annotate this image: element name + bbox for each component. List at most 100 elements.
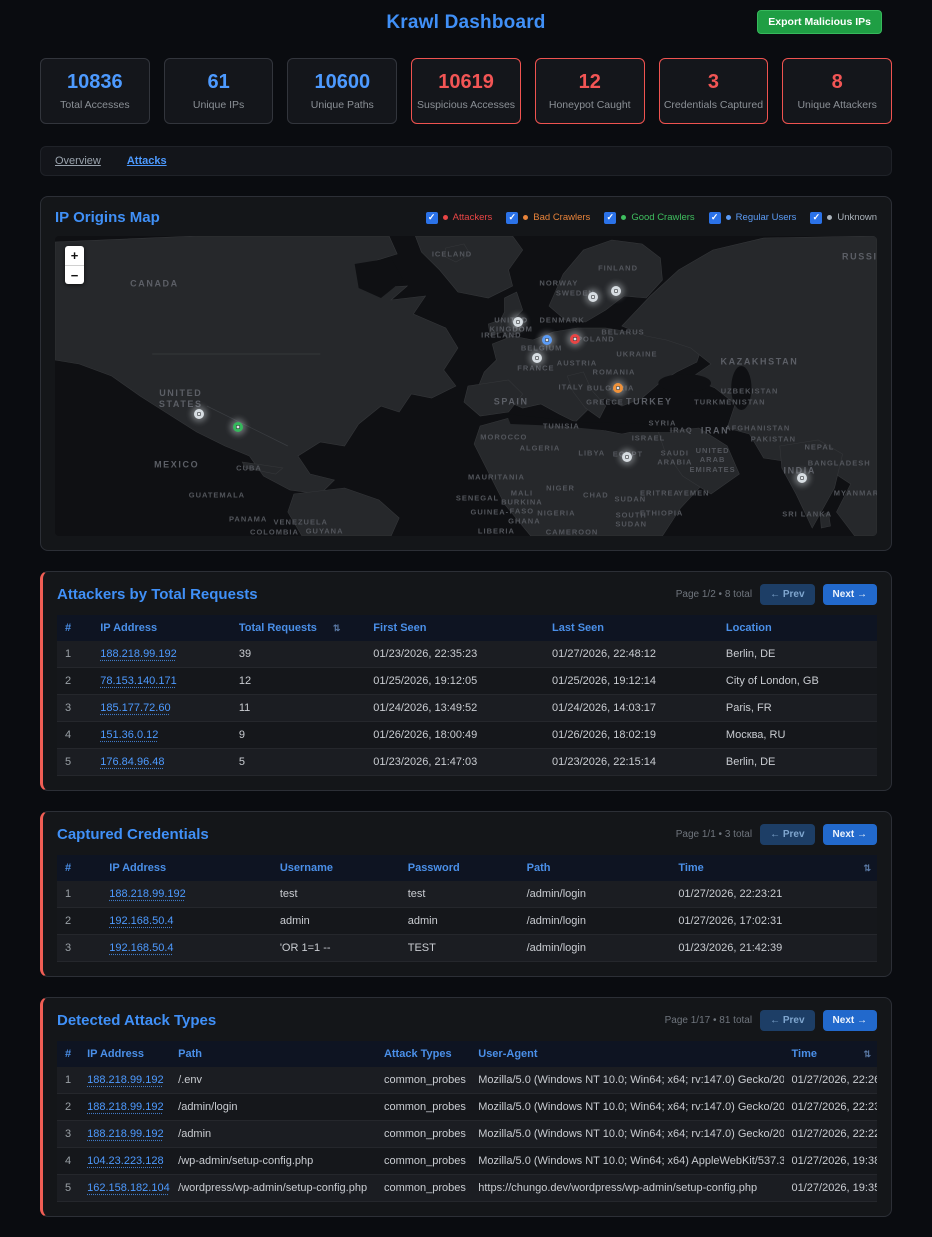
ip-address-link[interactable]: 176.84.96.48 (92, 748, 231, 776)
column-header[interactable]: # (57, 615, 93, 641)
legend-checkbox-icon[interactable] (425, 211, 438, 224)
column-header[interactable]: IP Address (101, 855, 272, 881)
ip-origins-map-panel: IP Origins Map Attackers Bad Crawlers (40, 196, 892, 551)
column-header[interactable]: Password (399, 855, 519, 881)
map-marker[interactable] (587, 291, 598, 302)
ip-address-link[interactable]: 185.177.72.60 (92, 694, 231, 722)
table-row: 4 151.36.0.12 9 01/26/2026, 18:00:49 01/… (57, 721, 877, 749)
legend-label: Regular Users (735, 212, 797, 223)
map-marker[interactable] (512, 317, 523, 328)
ip-address-link[interactable]: 78.153.140.171 (92, 667, 231, 695)
map-marker[interactable] (531, 353, 542, 364)
ip-address-link[interactable]: 188.218.99.192 (79, 1120, 171, 1148)
column-header[interactable]: Total Requests (230, 615, 366, 641)
world-map[interactable]: CANADA UNITED STATES MEXICO CUBA GUATEMA… (55, 236, 877, 536)
legend-label: Good Crawlers (631, 212, 695, 223)
legend-label: Bad Crawlers (533, 212, 591, 223)
map-zoom-out-button[interactable]: − (65, 265, 84, 284)
attack-types-next-button[interactable]: Next → (822, 1010, 877, 1031)
first-seen-cell: 01/23/2026, 22:35:23 (365, 641, 545, 668)
map-marker[interactable] (613, 383, 624, 394)
ip-address-link[interactable]: 192.168.50.4 (101, 907, 272, 935)
attackers-panel: Attackers by Total Requests Page 1/2 • 8… (40, 571, 892, 791)
column-header[interactable]: IP Address (79, 1041, 171, 1067)
row-index: 4 (57, 1147, 80, 1175)
path-cell: /admin/login (170, 1093, 376, 1121)
map-marker[interactable] (797, 473, 808, 484)
ip-address-link[interactable]: 151.36.0.12 (92, 721, 231, 749)
table-row: 3 185.177.72.60 11 01/24/2026, 13:49:52 … (57, 694, 877, 722)
user-agent-cell: Mozilla/5.0 (Windows NT 10.0; Win64; x64… (470, 1093, 784, 1121)
column-header[interactable]: Path (518, 855, 671, 881)
legend-dot-icon (725, 215, 731, 220)
column-header[interactable]: Last Seen (544, 615, 718, 641)
attack-type-cell: common_probes (375, 1174, 471, 1202)
legend-checkbox-icon[interactable] (810, 211, 823, 224)
map-marker[interactable] (193, 408, 204, 419)
credentials-next-button[interactable]: Next → (822, 824, 877, 845)
sort-icon[interactable] (863, 863, 871, 874)
column-header[interactable]: User-Agent (470, 1041, 784, 1067)
column-header[interactable]: Path (170, 1041, 376, 1067)
stat-value: 3 (707, 71, 720, 93)
table-row: 5 176.84.96.48 5 01/23/2026, 21:47:03 01… (57, 748, 877, 776)
column-header[interactable]: First Seen (365, 615, 545, 641)
stat-label: Unique Paths (310, 99, 374, 111)
ip-address-link[interactable]: 188.218.99.192 (79, 1093, 171, 1121)
map-marker[interactable] (233, 422, 244, 433)
first-seen-cell: 01/24/2026, 13:49:52 (365, 694, 545, 722)
user-agent-cell: Mozilla/5.0 (Windows NT 10.0; Win64; x64… (470, 1147, 784, 1175)
map-marker[interactable] (542, 335, 553, 346)
attackers-next-button[interactable]: Next → (822, 584, 877, 605)
password-cell: TEST (399, 934, 519, 962)
ip-address-link[interactable]: 188.218.99.192 (92, 641, 231, 668)
attack-types-prev-button[interactable]: ← Prev (760, 1010, 815, 1031)
time-cell: 01/27/2026, 19:35:33 (783, 1174, 877, 1202)
column-header[interactable]: Time (783, 1041, 877, 1067)
path-cell: /admin/login (518, 907, 671, 935)
map-marker[interactable] (570, 333, 581, 344)
attack-types-pagination: Page 1/17 • 81 total ← Prev Next → (665, 1010, 877, 1031)
legend-checkbox-icon[interactable] (506, 211, 519, 224)
row-index: 5 (57, 748, 93, 776)
attackers-prev-button[interactable]: ← Prev (760, 584, 815, 605)
row-index: 3 (57, 694, 93, 722)
stat-card: 3 Credentials Captured (658, 58, 769, 124)
sort-icon[interactable] (333, 623, 341, 634)
credentials-table: # IP Address Username Password Path Time… (57, 855, 877, 962)
legend-checkbox-icon[interactable] (708, 211, 721, 224)
column-header[interactable]: Location (717, 615, 877, 641)
location-cell: City of London, GB (717, 667, 877, 695)
attack-types-header-row: # IP Address Path Attack Types User-Agen… (57, 1041, 877, 1067)
ip-address-link[interactable]: 188.218.99.192 (79, 1067, 171, 1094)
export-malicious-ips-button[interactable]: Export Malicious IPs (757, 10, 882, 34)
stat-label: Credentials Captured (663, 99, 764, 111)
sort-icon[interactable] (863, 1049, 871, 1060)
row-index: 5 (57, 1174, 80, 1202)
credentials-prev-button[interactable]: ← Prev (760, 824, 815, 845)
ip-address-link[interactable]: 162.158.182.104 (79, 1174, 171, 1202)
column-header[interactable]: Username (271, 855, 400, 881)
column-header[interactable]: Time (670, 855, 877, 881)
ip-address-link[interactable]: 192.168.50.4 (101, 934, 272, 962)
attackers-title: Attackers by Total Requests (57, 586, 258, 603)
legend-dot-icon (442, 215, 448, 220)
column-header[interactable]: IP Address (92, 615, 231, 641)
map-zoom-in-button[interactable]: + (70, 248, 79, 263)
legend-checkbox-icon[interactable] (604, 211, 617, 224)
stat-label: Total Accesses (60, 99, 130, 111)
row-index: 3 (57, 1120, 80, 1148)
map-marker[interactable] (622, 452, 633, 463)
ip-address-link[interactable]: 104.23.223.128 (79, 1147, 171, 1175)
column-header[interactable]: # (57, 855, 102, 881)
path-cell: /admin/login (518, 934, 671, 962)
tab-link[interactable]: Attacks (126, 155, 167, 167)
map-marker[interactable] (610, 285, 621, 296)
tab-link[interactable]: Overview (55, 155, 101, 167)
attackers-table: # IP Address Total Requests First Seen L… (57, 615, 877, 776)
column-header[interactable]: # (57, 1041, 80, 1067)
bottom-spacer (0, 1217, 932, 1237)
ip-address-link[interactable]: 188.218.99.192 (101, 881, 272, 908)
column-header[interactable]: Attack Types (375, 1041, 471, 1067)
legend-dot-icon (827, 215, 833, 220)
